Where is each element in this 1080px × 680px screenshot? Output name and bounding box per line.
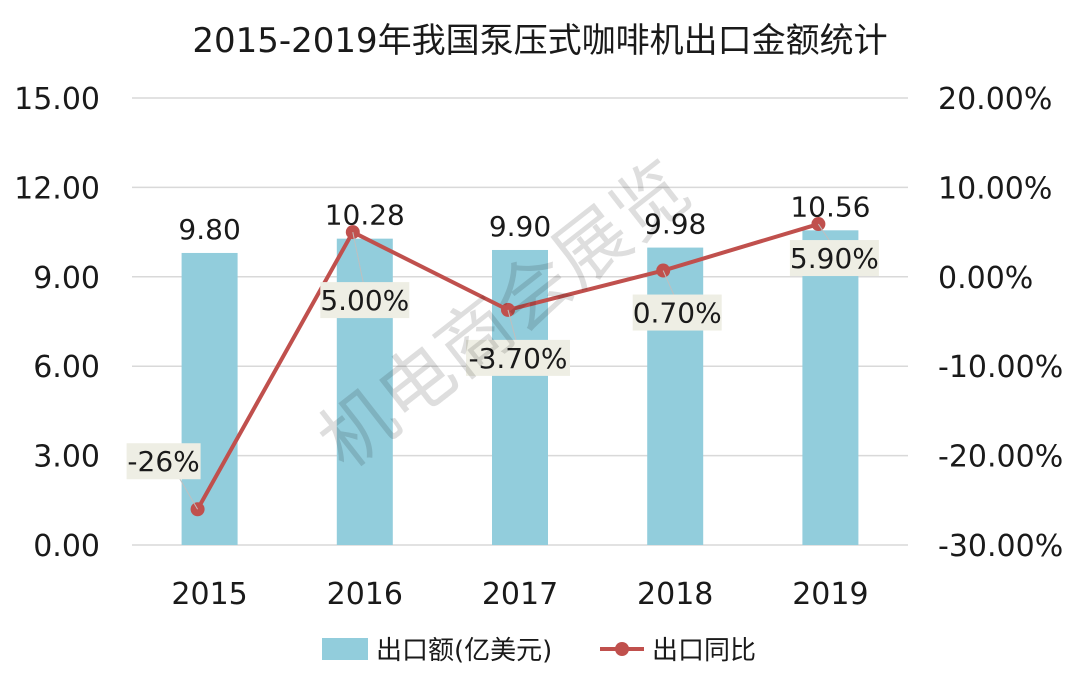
legend-line-label: 出口同比: [652, 636, 756, 666]
x-axis-tick-label: 2016: [327, 577, 403, 612]
bar: [647, 247, 704, 545]
line-data-label: 5.00%: [320, 284, 409, 317]
line-data-label: 5.90%: [790, 242, 879, 275]
left-axis-tick-label: 15.00: [14, 82, 100, 117]
legend-bar-swatch: [322, 638, 368, 660]
line-data-label: -3.70%: [468, 342, 567, 375]
x-axis-ticks: 2015 2016 2017 2018 2019: [171, 577, 868, 612]
legend-line-marker: [615, 642, 629, 656]
line-label-box: [126, 443, 201, 480]
bar-data-labels: 9.80 10.28 9.90 9.98 10.56: [178, 190, 870, 246]
line-data-label: 0.70%: [633, 297, 722, 330]
right-axis-tick-label: -20.00%: [938, 440, 1063, 475]
bar-data-label: 10.28: [325, 199, 405, 232]
bar-data-label: 10.56: [790, 190, 870, 223]
chart-title: 2015-2019年我国泵压式咖啡机出口金额统计: [192, 21, 887, 61]
line-data-labels: -26% 5.00% -3.70% 0.70% 5.90%: [126, 223, 879, 510]
left-axis-tick-label: 0.00: [33, 529, 100, 564]
label-leader-line: [352, 231, 366, 291]
bar-data-label: 9.90: [489, 210, 551, 243]
left-axis-tick-label: 12.00: [14, 171, 100, 206]
right-axis-tick-label: 0.00%: [938, 261, 1033, 296]
line-label-box: [632, 294, 722, 331]
bar-data-label: 9.80: [178, 213, 240, 246]
x-axis-tick-label: 2015: [171, 577, 247, 612]
line-data-label: -26%: [127, 445, 199, 478]
bar: [492, 249, 548, 546]
x-axis-tick-label: 2019: [792, 577, 868, 612]
bar-data-label: 9.98: [644, 208, 706, 241]
left-axis-tick-label: 6.00: [33, 350, 100, 385]
right-axis-tick-label: 20.00%: [938, 82, 1052, 117]
left-axis-tick-label: 3.00: [33, 440, 100, 475]
legend: 出口额(亿美元) 出口同比: [322, 636, 756, 666]
left-axis-tick-label: 9.00: [33, 261, 100, 296]
right-axis-tick-label: -30.00%: [938, 529, 1063, 564]
right-axis-tick-label: -10.00%: [938, 350, 1063, 385]
bar: [802, 230, 859, 545]
bar: [181, 252, 238, 545]
line-label-box: [466, 339, 570, 376]
right-axis-ticks: -30.00% -20.00% -10.00% 0.00% 10.00% 20.00%: [938, 82, 1063, 564]
line-label-box: [320, 282, 410, 319]
x-axis-tick-label: 2018: [637, 577, 713, 612]
left-axis-ticks: 0.00 3.00 6.00 9.00 12.00 15.00: [14, 82, 100, 564]
line-label-box: [789, 240, 879, 277]
legend-bar-label: 出口额(亿美元): [376, 636, 552, 666]
right-axis-tick-label: 10.00%: [938, 171, 1052, 206]
x-axis-tick-label: 2017: [482, 577, 558, 612]
